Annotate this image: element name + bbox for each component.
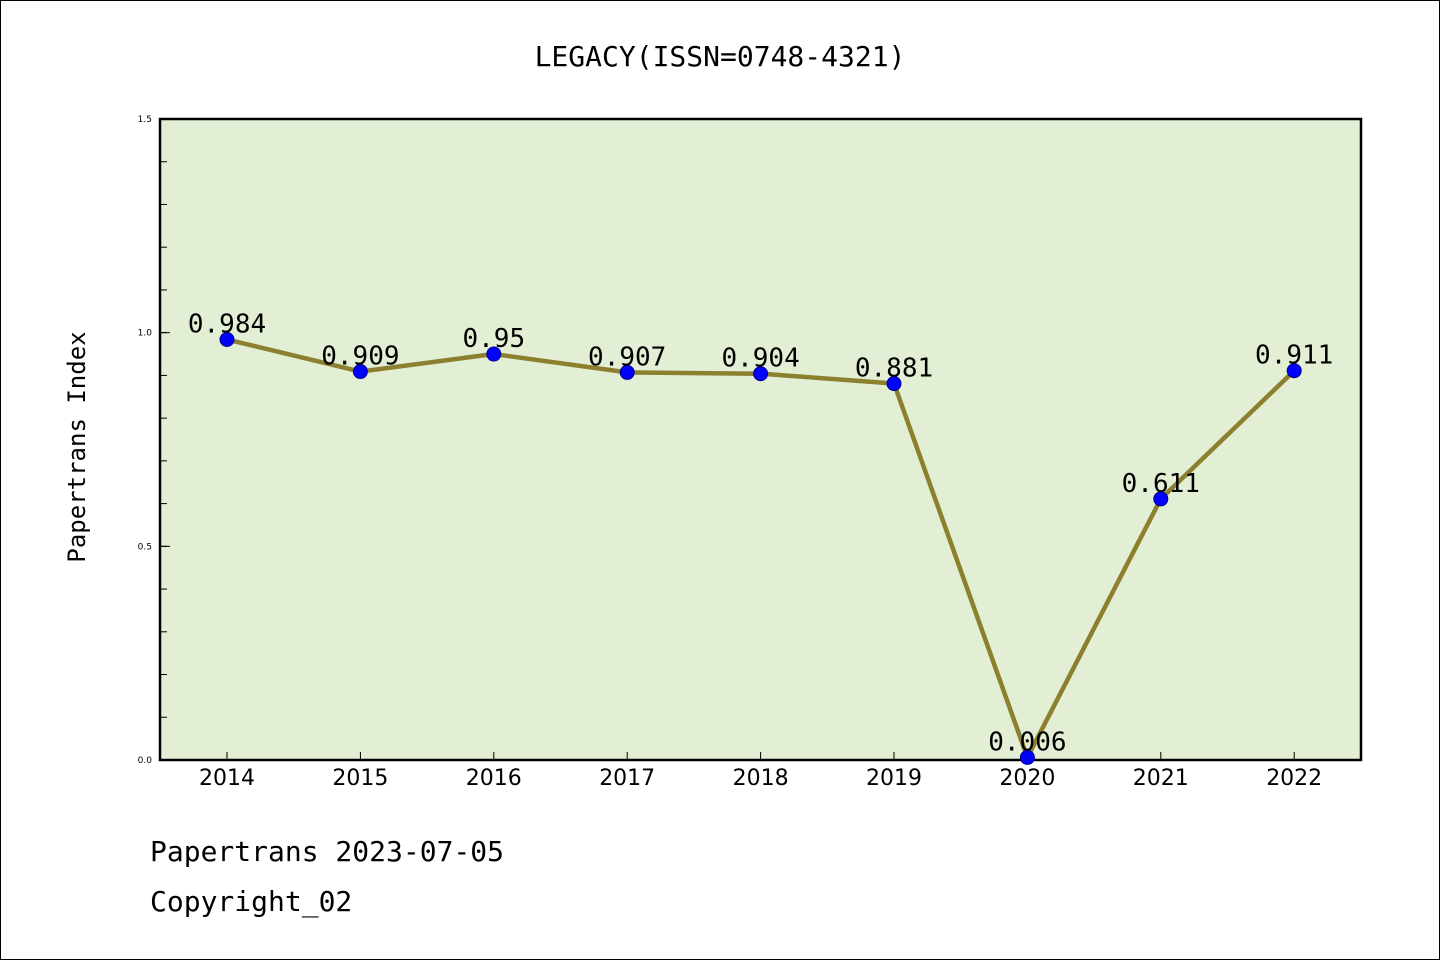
- data-point-marker: [1286, 363, 1302, 379]
- data-point-marker: [619, 364, 635, 380]
- x-tick-label: 2020: [999, 766, 1055, 791]
- y-tick-label: 1.0: [138, 329, 153, 339]
- x-axis: 2014 2015 2016 2017 2018 2019 2020 2021 2022: [199, 752, 1322, 791]
- data-label: 0.907: [588, 342, 666, 372]
- x-tick-label: 2016: [466, 766, 522, 791]
- data-point-marker: [352, 364, 368, 380]
- y-tick-label: 1.5: [138, 115, 152, 125]
- y-tick-label: 0.5: [138, 542, 152, 552]
- data-label: 0.006: [988, 727, 1066, 757]
- data-point-marker: [486, 346, 502, 362]
- footer-copyright: Copyright_02: [150, 885, 353, 918]
- data-label: 0.611: [1122, 469, 1200, 499]
- y-tick-label: 0.0: [138, 756, 153, 766]
- x-tick-label: 2017: [599, 766, 655, 791]
- y-axis: 0.0 0.5 1.0 1.5: [138, 115, 170, 766]
- chart-title: LEGACY(ISSN=0748-4321): [535, 40, 906, 73]
- series-papertrans-index: 0.984 0.909 0.95 0.907 0.904 0.881 0.006 0.611 0…: [188, 310, 1333, 765]
- data-label: 0.881: [855, 354, 933, 384]
- data-label: 0.95: [462, 324, 525, 354]
- x-tick-label: 2021: [1133, 766, 1189, 791]
- x-tick-label: 2022: [1266, 766, 1322, 791]
- data-label: 0.904: [721, 344, 799, 374]
- plot-area: [158, 117, 1363, 762]
- data-point-marker: [1153, 491, 1169, 507]
- data-point-marker: [753, 366, 769, 382]
- x-tick-label: 2019: [866, 766, 922, 791]
- footer-date: Papertrans 2023-07-05: [150, 835, 505, 868]
- data-label: 0.911: [1255, 341, 1333, 371]
- data-point-marker: [1019, 749, 1035, 765]
- data-label: 0.984: [188, 310, 266, 340]
- data-label: 0.909: [321, 342, 399, 372]
- x-tick-label: 2018: [733, 766, 789, 791]
- data-point-marker: [219, 332, 235, 348]
- y-axis-label: Papertrans Index: [63, 331, 91, 562]
- data-point-marker: [886, 376, 902, 392]
- x-tick-label: 2014: [199, 766, 255, 791]
- x-tick-label: 2015: [332, 766, 388, 791]
